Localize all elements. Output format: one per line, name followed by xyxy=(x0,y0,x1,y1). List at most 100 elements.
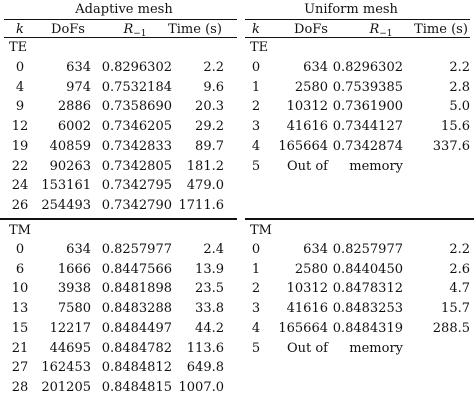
uniform-title-rule xyxy=(245,19,470,20)
table-r-cell: 0.7346205 xyxy=(101,119,172,134)
table-time-cell: 2.2 xyxy=(203,60,224,75)
table-r-cell: 0.7539385 xyxy=(332,80,403,95)
table-r-cell: 0.7342874 xyxy=(332,139,403,154)
table-dofs-cell: 7580 xyxy=(57,301,91,316)
section-label-tm-adaptive: TM xyxy=(9,223,31,238)
table-dofs-cell: 254493 xyxy=(41,198,91,213)
table-k-cell: 0 xyxy=(251,242,261,257)
table-r-cell: 0.8483253 xyxy=(332,301,403,316)
table-time-cell: 337.6 xyxy=(432,139,470,154)
table-time-cell: 479.0 xyxy=(186,178,224,193)
table-k-cell: 4 xyxy=(251,321,261,336)
table-r-cell: 0.7344127 xyxy=(332,119,403,134)
adaptive-col-r-subscript: −1 xyxy=(133,29,147,39)
table-r-cell: 0.8483288 xyxy=(101,301,172,316)
table-dofs-cell: 153161 xyxy=(41,178,91,193)
table-r-cell: memory xyxy=(349,341,403,356)
adaptive-header-rule xyxy=(4,37,237,38)
table-r-cell: 0.7342790 xyxy=(101,198,172,213)
adaptive-title-rule xyxy=(4,19,237,20)
uniform-mesh-title: Uniform mesh xyxy=(304,2,398,17)
table-dofs-cell: 6002 xyxy=(57,119,91,134)
table-k-cell: 21 xyxy=(11,341,29,356)
table-dofs-cell: 1666 xyxy=(57,262,91,277)
table-dofs-cell: 2580 xyxy=(294,80,328,95)
table-k-cell: 5 xyxy=(251,341,261,356)
table-dofs-cell: 41616 xyxy=(286,301,328,316)
table-time-cell: 23.5 xyxy=(195,281,224,296)
table-r-cell: memory xyxy=(349,159,403,174)
table-k-cell: 2 xyxy=(251,99,261,114)
adaptive-section-divider xyxy=(0,218,237,220)
adaptive-col-dofs: DoFs xyxy=(51,22,85,37)
table-dofs-cell: 12217 xyxy=(49,321,91,336)
table-r-cell: 0.8481898 xyxy=(101,281,172,296)
table-k-cell: 4 xyxy=(15,80,25,95)
table-time-cell: 649.8 xyxy=(186,360,224,375)
adaptive-mesh-title: Adaptive mesh xyxy=(75,2,173,17)
table-dofs-cell: 165664 xyxy=(278,139,328,154)
table-dofs-cell: 10312 xyxy=(286,281,328,296)
table-time-cell: 181.2 xyxy=(186,159,224,174)
table-dofs-cell: 162453 xyxy=(41,360,91,375)
table-time-cell: 1007.0 xyxy=(178,380,225,395)
table-k-cell: 22 xyxy=(11,159,29,174)
table-time-cell: 1711.6 xyxy=(178,198,225,213)
table-dofs-cell: 201205 xyxy=(41,380,91,395)
table-time-cell: 15.6 xyxy=(441,119,470,134)
table-time-cell: 33.8 xyxy=(195,301,224,316)
table-dofs-cell: 2580 xyxy=(294,262,328,277)
adaptive-col-r: R−1 xyxy=(123,23,146,39)
table-k-cell: 0 xyxy=(15,60,25,75)
table-dofs-cell: 974 xyxy=(66,80,91,95)
table-r-cell: 0.8484319 xyxy=(332,321,403,336)
table-r-cell: 0.8257977 xyxy=(101,242,172,257)
table-time-cell: 44.2 xyxy=(195,321,224,336)
table-time-cell: 29.2 xyxy=(195,119,224,134)
table-r-cell: 0.8440450 xyxy=(332,262,403,277)
table-k-cell: 26 xyxy=(11,198,29,213)
uniform-col-r: R−1 xyxy=(369,23,392,39)
uniform-col-r-symbol: R xyxy=(369,22,380,37)
table-time-cell: 5.0 xyxy=(449,99,470,114)
table-dofs-cell: 634 xyxy=(303,242,328,257)
table-k-cell: 28 xyxy=(11,380,29,395)
table-dofs-cell: 44695 xyxy=(49,341,91,356)
table-k-cell: 3 xyxy=(251,119,261,134)
table-time-cell: 20.3 xyxy=(195,99,224,114)
table-dofs-cell: 634 xyxy=(66,242,91,257)
table-time-cell: 13.9 xyxy=(195,262,224,277)
table-dofs-cell: 165664 xyxy=(278,321,328,336)
table-r-cell: 0.8484815 xyxy=(101,380,172,395)
table-r-cell: 0.7361900 xyxy=(332,99,403,114)
uniform-col-k: k xyxy=(252,22,260,37)
table-r-cell: 0.7342833 xyxy=(101,139,172,154)
table-r-cell: 0.8484497 xyxy=(101,321,172,336)
table-time-cell: 2.4 xyxy=(203,242,224,257)
table-k-cell: 5 xyxy=(251,159,261,174)
table-r-cell: 0.8484782 xyxy=(101,341,172,356)
table-time-cell: 288.5 xyxy=(432,321,470,336)
uniform-header-rule xyxy=(245,37,470,38)
section-label-tm-uniform: TM xyxy=(250,223,272,238)
table-dofs-cell: 2886 xyxy=(57,99,91,114)
adaptive-col-k: k xyxy=(16,22,24,37)
table-time-cell: 2.2 xyxy=(449,60,470,75)
table-dofs-cell: 634 xyxy=(303,60,328,75)
table-time-cell: 4.7 xyxy=(449,281,470,296)
table-k-cell: 0 xyxy=(15,242,25,257)
table-k-cell: 19 xyxy=(11,139,29,154)
table-dofs-cell: 10312 xyxy=(286,99,328,114)
adaptive-col-time: Time (s) xyxy=(168,22,222,37)
table-k-cell: 13 xyxy=(11,301,29,316)
table-time-cell: 113.6 xyxy=(186,341,224,356)
table-time-cell: 2.8 xyxy=(449,80,470,95)
table-k-cell: 2 xyxy=(251,281,261,296)
table-r-cell: 0.8257977 xyxy=(332,242,403,257)
table-dofs-cell: 90263 xyxy=(49,159,91,174)
section-label-te-adaptive: TE xyxy=(9,40,28,55)
table-r-cell: 0.7358690 xyxy=(101,99,172,114)
table-k-cell: 0 xyxy=(251,60,261,75)
table-r-cell: 0.8296302 xyxy=(101,60,172,75)
